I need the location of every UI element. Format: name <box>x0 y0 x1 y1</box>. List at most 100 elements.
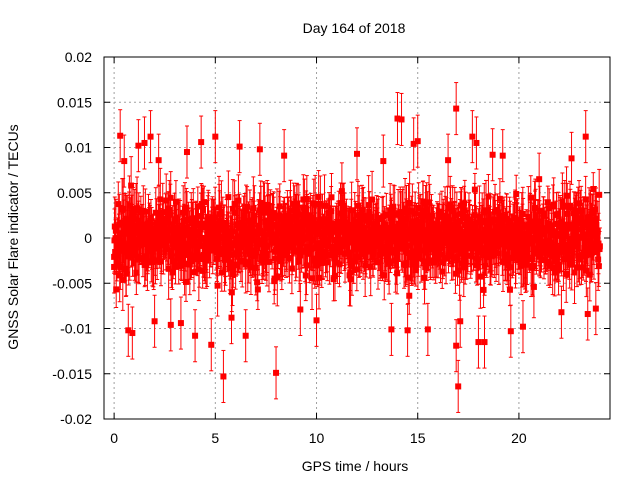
data-point-marker <box>250 218 257 225</box>
data-point-marker <box>391 211 398 218</box>
data-point-marker <box>326 251 333 258</box>
data-point-marker <box>302 234 309 241</box>
data-point-marker <box>348 263 355 270</box>
data-point-marker <box>393 227 400 234</box>
data-point-marker <box>316 218 323 225</box>
data-point-marker <box>448 226 455 233</box>
data-point-marker <box>172 198 179 205</box>
data-point-marker <box>439 259 446 266</box>
data-point-marker <box>263 251 270 258</box>
data-point-marker <box>274 274 281 281</box>
data-point-marker <box>195 228 202 235</box>
data-point-marker <box>117 263 124 270</box>
data-point-marker <box>276 228 283 235</box>
data-point-marker <box>350 257 357 264</box>
data-point-marker <box>270 210 277 217</box>
data-point-marker <box>235 197 242 204</box>
data-point-marker <box>235 237 242 244</box>
data-point-marker <box>346 235 353 242</box>
data-point-marker <box>254 286 261 293</box>
data-point-marker <box>163 197 170 204</box>
data-point-marker <box>281 242 288 249</box>
data-point-marker <box>406 200 413 207</box>
data-point-marker <box>422 200 429 207</box>
data-point-marker <box>135 207 142 214</box>
data-point-marker <box>317 231 324 238</box>
data-point-marker <box>261 209 268 216</box>
data-series <box>111 82 603 413</box>
data-point-marker <box>430 221 437 228</box>
data-point-marker <box>360 251 367 258</box>
data-point-marker <box>421 274 428 281</box>
data-point-marker <box>387 207 394 214</box>
data-point-marker <box>180 249 187 256</box>
data-point-marker <box>410 248 417 255</box>
data-point-marker <box>152 209 159 216</box>
data-point-marker <box>456 234 463 241</box>
data-point-marker <box>188 257 195 264</box>
data-point-marker <box>201 199 208 206</box>
data-point <box>302 249 309 302</box>
data-point-marker <box>433 256 440 263</box>
data-point-marker <box>164 246 171 253</box>
data-point-marker <box>199 234 206 241</box>
data-point-marker <box>239 257 246 264</box>
data-point-marker <box>257 199 264 206</box>
data-point-marker <box>252 264 259 271</box>
data-point-marker <box>386 259 393 266</box>
data-point-marker <box>136 255 143 262</box>
data-point-marker <box>129 210 136 217</box>
data-point-marker <box>381 272 388 279</box>
data-point-marker <box>157 196 164 203</box>
data-point-marker <box>168 253 175 260</box>
data-point-marker <box>353 266 360 273</box>
data-point-marker <box>181 261 188 268</box>
data-point-marker <box>199 267 206 274</box>
data-point-marker <box>400 222 407 229</box>
data-point-marker <box>254 279 261 286</box>
data-point-marker <box>128 182 135 189</box>
data-point-marker <box>322 252 329 259</box>
data-point-marker <box>331 272 338 279</box>
data-point-marker <box>302 272 309 279</box>
data-point-marker <box>412 210 419 217</box>
data-point-marker <box>214 282 221 289</box>
data-point-marker <box>315 193 322 200</box>
data-point-marker <box>113 260 120 267</box>
data-point-marker <box>125 253 132 260</box>
data-point-marker <box>175 231 182 238</box>
data-point-marker <box>147 215 154 222</box>
data-point-marker <box>449 208 456 215</box>
data-point-marker <box>202 249 209 256</box>
data-point-marker <box>338 188 345 195</box>
data-point-marker <box>194 203 201 210</box>
data-point-marker <box>439 268 446 275</box>
data-point-marker <box>372 242 379 249</box>
data-point-marker <box>446 240 453 247</box>
data-point-marker <box>324 259 331 266</box>
data-point-marker <box>357 224 364 231</box>
data-point-marker <box>116 272 123 279</box>
data-point-marker <box>126 202 133 209</box>
data-point-marker <box>401 243 408 250</box>
data-point-marker <box>111 223 118 230</box>
data-point-marker <box>212 221 219 228</box>
data-point-marker <box>347 276 354 283</box>
data-point-marker <box>406 292 413 299</box>
data-point-marker <box>438 212 445 219</box>
data-point-marker <box>390 203 397 210</box>
data-point-marker <box>122 249 129 256</box>
data-point-marker <box>417 212 424 219</box>
data-point-marker <box>142 208 149 215</box>
data-point-marker <box>162 240 169 247</box>
data-point-marker <box>256 207 263 214</box>
data-point-marker <box>115 201 122 208</box>
data-point-marker <box>426 199 433 206</box>
data-point-marker <box>169 269 176 276</box>
data-point-marker <box>154 224 161 231</box>
data-point-marker <box>415 243 422 250</box>
data-point-marker <box>329 228 336 235</box>
data-point-marker <box>421 233 428 240</box>
data-point-marker <box>354 231 361 238</box>
